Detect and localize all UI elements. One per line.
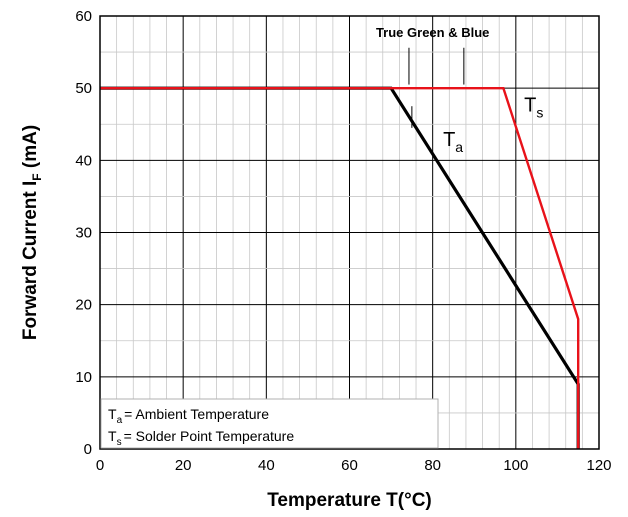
x-tick-label: 120 (586, 457, 611, 474)
y-tick-label: 20 (75, 297, 92, 314)
x-tick-label: 60 (341, 457, 358, 474)
series-label-ts: Ts (524, 94, 543, 120)
legend-entry-ts: Ts = Solder Point Temperature (108, 428, 294, 448)
legend: Ta = Ambient Temperature Ts = Solder Point… (100, 398, 439, 449)
tick-labels: 0 20 40 60 80 100 120 0 10 20 30 40 50 60 (75, 8, 611, 474)
x-tick-label: 0 (96, 457, 104, 474)
x-axis-title: Temperature T(°C) (267, 490, 432, 511)
x-tick-label: 100 (503, 457, 528, 474)
plot-frame (99, 15, 600, 450)
y-axis-title: Forward Current IF (mA) (20, 125, 44, 340)
x-tick-label: 80 (424, 457, 441, 474)
x-tick-label: 40 (258, 457, 275, 474)
series-line-ts (100, 86, 580, 449)
y-tick-label: 40 (75, 152, 92, 169)
y-tick-label: 50 (75, 80, 92, 97)
y-tick-label: 60 (75, 8, 92, 25)
y-tick-label: 0 (84, 441, 92, 458)
series-label-ta: Ta (443, 129, 463, 155)
series-lines (100, 47, 580, 449)
y-tick-label: 30 (75, 225, 92, 242)
grid (99, 15, 600, 450)
annotation-label: True Green & Blue (376, 25, 489, 40)
y-tick-label: 10 (75, 369, 92, 386)
x-tick-label: 20 (175, 457, 192, 474)
legend-entry-ta: Ta = Ambient Temperature (108, 406, 269, 426)
